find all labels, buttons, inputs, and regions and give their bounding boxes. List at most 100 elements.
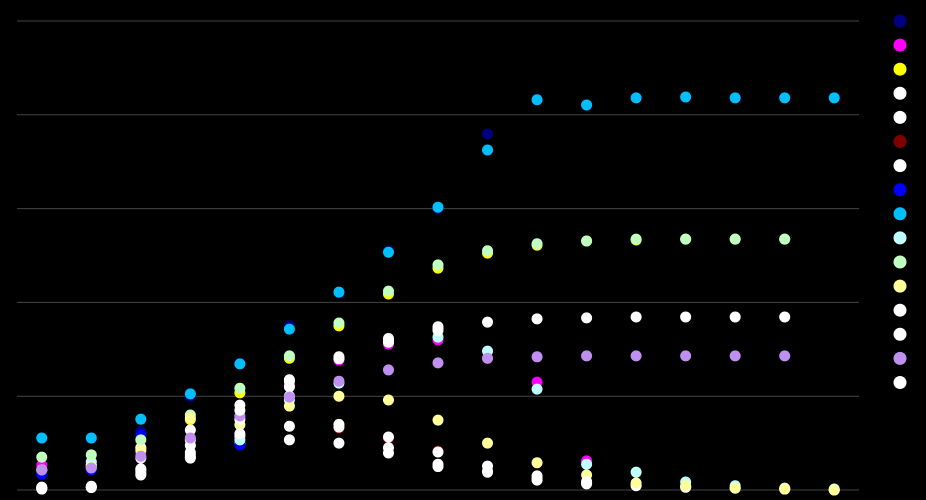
data-point: [531, 94, 543, 106]
data-point: [234, 428, 246, 440]
legend-marker: [893, 14, 907, 28]
data-point: [135, 434, 147, 446]
data-point: [779, 311, 791, 323]
data-point: [432, 446, 444, 458]
legend-marker: [893, 86, 907, 100]
data-point: [333, 375, 345, 387]
data-point: [531, 472, 543, 484]
data-point: [184, 412, 196, 424]
data-point: [680, 480, 692, 492]
data-point: [630, 350, 642, 362]
data-point: [283, 374, 295, 386]
data-point: [581, 476, 593, 488]
legend-marker: [893, 255, 907, 269]
data-point: [234, 404, 246, 416]
data-point: [85, 432, 97, 444]
data-point: [333, 437, 345, 449]
data-point: [828, 92, 840, 104]
data-point: [184, 424, 196, 436]
data-point: [630, 233, 642, 245]
data-point: [283, 391, 295, 403]
data-point: [382, 394, 394, 406]
data-point: [581, 99, 593, 111]
data-point: [779, 350, 791, 362]
data-point: [432, 414, 444, 426]
data-point: [283, 434, 295, 446]
data-point: [531, 313, 543, 325]
data-point: [680, 91, 692, 103]
data-point: [36, 464, 48, 476]
data-point: [36, 451, 48, 463]
data-point: [531, 457, 543, 469]
data-point: [36, 432, 48, 444]
data-point: [432, 201, 444, 213]
data-point: [729, 233, 741, 245]
data-point: [333, 317, 345, 329]
data-point: [184, 432, 196, 444]
data-point: [333, 418, 345, 430]
data-point: [482, 245, 494, 257]
data-point: [36, 482, 48, 494]
data-point: [382, 246, 394, 258]
data-point: [184, 446, 196, 458]
data-point: [333, 353, 345, 365]
data-point: [779, 483, 791, 495]
data-point: [531, 351, 543, 363]
data-point: [135, 450, 147, 462]
data-point: [729, 92, 741, 104]
data-point: [283, 420, 295, 432]
data-point: [680, 233, 692, 245]
data-point: [581, 235, 593, 247]
data-point: [482, 316, 494, 328]
legend-marker: [893, 38, 907, 52]
data-point: [482, 465, 494, 477]
legend-marker: [893, 110, 907, 124]
data-point: [382, 285, 394, 297]
legend-marker: [893, 279, 907, 293]
data-point: [283, 350, 295, 362]
data-point: [382, 431, 394, 443]
data-point: [531, 238, 543, 250]
data-point: [531, 383, 543, 395]
data-point: [482, 128, 494, 140]
data-point: [729, 350, 741, 362]
data-point: [482, 352, 494, 364]
data-point: [432, 259, 444, 271]
data-point: [333, 286, 345, 298]
data-point: [432, 357, 444, 369]
data-point: [680, 311, 692, 323]
legend-marker: [893, 135, 907, 148]
data-point: [432, 321, 444, 333]
data-point: [581, 312, 593, 324]
legend-marker: [893, 207, 907, 221]
legend-marker: [893, 351, 907, 365]
data-point: [234, 382, 246, 394]
data-point: [184, 388, 196, 400]
data-point: [630, 311, 642, 323]
data-point: [779, 92, 791, 104]
data-point: [283, 400, 295, 412]
legend-marker: [893, 159, 907, 173]
data-point: [828, 484, 840, 496]
data-point: [283, 323, 295, 335]
data-point: [234, 358, 246, 370]
data-point: [680, 350, 692, 362]
data-point: [482, 437, 494, 449]
legend-marker: [893, 303, 907, 317]
data-point: [85, 462, 97, 474]
data-point: [482, 144, 494, 156]
data-point: [382, 364, 394, 376]
data-point: [85, 449, 97, 461]
legend-marker: [893, 62, 907, 76]
data-point: [630, 477, 642, 489]
data-point: [630, 92, 642, 104]
data-point: [729, 482, 741, 494]
data-point: [333, 390, 345, 402]
data-point: [382, 333, 394, 345]
legend-marker: [893, 376, 907, 389]
data-point: [432, 461, 444, 473]
data-point: [135, 468, 147, 480]
data-point: [630, 466, 642, 478]
